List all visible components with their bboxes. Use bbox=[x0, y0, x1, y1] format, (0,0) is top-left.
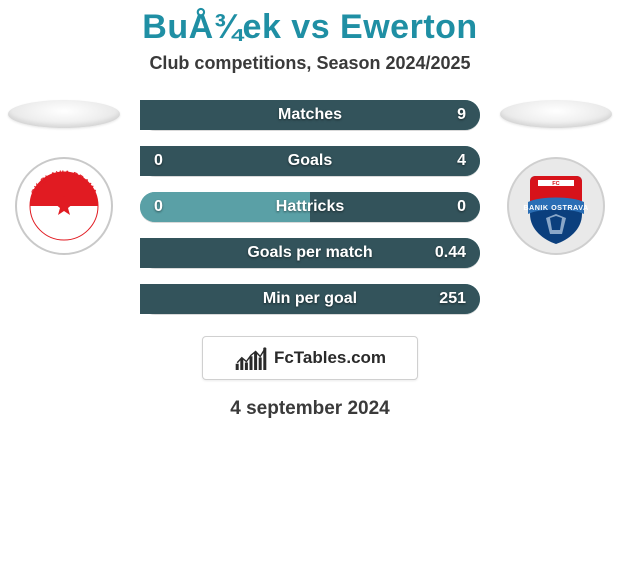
stat-label: Goals per match bbox=[247, 244, 372, 262]
stat-label: Matches bbox=[278, 106, 342, 124]
right-player-photo-placeholder bbox=[500, 100, 612, 128]
stat-right-value: 0.44 bbox=[435, 244, 466, 262]
page-subtitle: Club competitions, Season 2024/2025 bbox=[4, 53, 616, 74]
brand-box: FcTables.com bbox=[202, 336, 418, 380]
brand-chart-icon bbox=[234, 346, 268, 370]
stat-bar: Goals per match 0.44 bbox=[140, 238, 480, 268]
brand-text: FcTables.com bbox=[274, 348, 386, 368]
stat-right-value: 0 bbox=[457, 198, 466, 216]
stat-left-value: 0 bbox=[154, 198, 163, 216]
left-player-side: SK SLAVIA PRAHA FOTBAL bbox=[4, 100, 124, 256]
date-text: 4 september 2024 bbox=[4, 398, 616, 420]
stat-right-value: 251 bbox=[439, 290, 466, 308]
infographic-root: BuÅ¾ek vs Ewerton Club competitions, Sea… bbox=[0, 0, 620, 420]
stat-right-value: 9 bbox=[457, 106, 466, 124]
left-player-photo-placeholder bbox=[8, 100, 120, 128]
right-club-badge: FC BANIK OSTRAVA bbox=[506, 156, 606, 256]
right-player-side: FC BANIK OSTRAVA bbox=[496, 100, 616, 256]
slavia-praha-badge-icon: SK SLAVIA PRAHA FOTBAL bbox=[14, 156, 114, 256]
svg-text:FC: FC bbox=[552, 181, 559, 187]
svg-text:BANIK OSTRAVA: BANIK OSTRAVA bbox=[523, 203, 588, 212]
stat-bar: 0 Hattricks 0 bbox=[140, 192, 480, 222]
content-row: SK SLAVIA PRAHA FOTBAL Matches 9 0 Goals 4 0 H… bbox=[4, 100, 616, 314]
page-title: BuÅ¾ek vs Ewerton bbox=[4, 8, 616, 47]
left-club-badge: SK SLAVIA PRAHA FOTBAL bbox=[14, 156, 114, 256]
stat-label: Goals bbox=[288, 152, 332, 170]
stat-bar: Matches 9 bbox=[140, 100, 480, 130]
banik-ostrava-badge-icon: FC BANIK OSTRAVA bbox=[506, 156, 606, 256]
stat-label: Hattricks bbox=[276, 198, 344, 216]
stat-left-value: 0 bbox=[154, 152, 163, 170]
stat-bar: 0 Goals 4 bbox=[140, 146, 480, 176]
stat-right-value: 4 bbox=[457, 152, 466, 170]
stat-bar: Min per goal 251 bbox=[140, 284, 480, 314]
stat-label: Min per goal bbox=[263, 290, 357, 308]
stats-column: Matches 9 0 Goals 4 0 Hattricks 0 Goals per matc… bbox=[140, 100, 480, 314]
